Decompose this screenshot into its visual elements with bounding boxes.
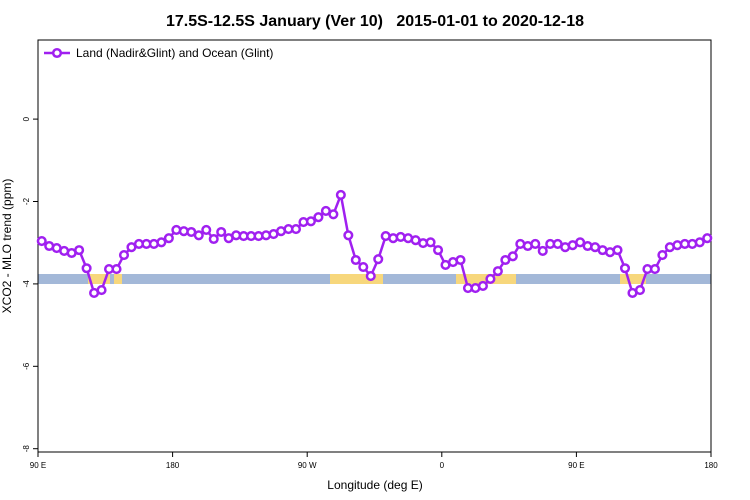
data-point [477,280,488,292]
legend-marker [51,47,63,59]
data-point [96,285,107,296]
data-point [343,230,354,241]
data-point [118,250,130,261]
data-point [328,209,339,220]
x-tick-label: 180 [704,461,718,470]
land-strip [88,274,110,284]
data-point [492,266,503,277]
data-point [694,237,705,248]
data-point [350,254,361,266]
chart-title: 17.5S-12.5S January (Ver 10) 2015-01-01 … [166,13,584,30]
data-point [507,251,518,262]
data-point [433,245,444,256]
y-tick-label: 0 [22,116,31,121]
data-point [702,233,713,244]
data-point [201,224,212,235]
x-tick-label: 90 W [298,461,317,470]
data-point [649,264,660,275]
data-point [358,261,369,273]
data-point [290,224,302,235]
data-point [619,263,631,274]
data-point [485,273,496,285]
land-strip [114,274,122,284]
x-tick-label: 0 [440,461,445,470]
x-axis-label: Longitude (deg E) [327,478,422,492]
data-point [425,237,436,248]
data-point [74,245,85,256]
data-point [313,212,324,223]
data-point [163,233,174,244]
data-point [365,271,376,282]
data-point [634,285,646,296]
legend-label: Land (Nadir&Glint) and Ocean (Glint) [76,46,273,60]
data-point [612,245,623,256]
data-point [216,226,227,238]
data-point [455,254,466,266]
data-point [537,245,548,256]
land-strip [620,274,646,284]
x-tick-label: 90 E [30,461,46,470]
data-point [657,250,668,261]
data-point [575,237,586,248]
data-point [111,264,122,275]
data-point [500,254,511,266]
y-tick-label: -2 [22,197,31,205]
x-tick-label: 90 E [568,461,584,470]
y-tick-label: -6 [22,362,31,370]
y-axis-label: XCO2 - MLO trend (ppm) [0,179,14,314]
data-point [36,236,47,247]
data-point [373,254,384,265]
data-point [208,233,219,245]
data-point [193,230,204,241]
y-tick-label: -4 [22,280,31,288]
data-point [335,189,346,200]
data-point [305,216,316,227]
data-point [156,237,167,248]
y-tick-label: -8 [22,445,31,453]
data-point [530,238,541,249]
x-tick-label: 180 [166,461,180,470]
data-point [81,263,92,274]
plot-frame [37,39,712,453]
land-strip [330,274,383,284]
